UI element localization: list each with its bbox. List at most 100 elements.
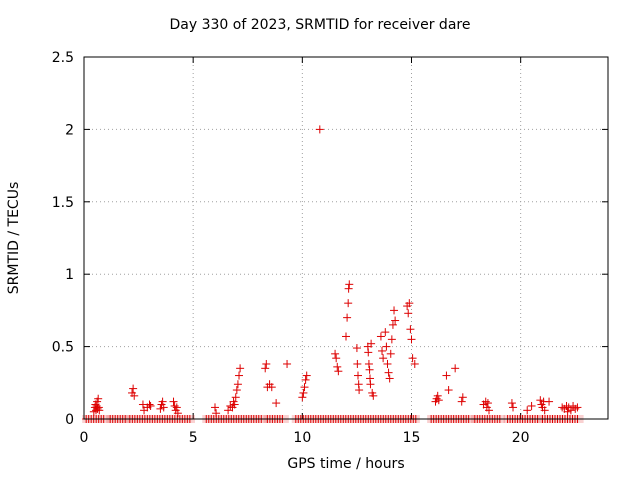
data-point (170, 401, 179, 410)
data-point (364, 359, 373, 368)
data-point (169, 397, 178, 406)
data-point (391, 316, 400, 325)
data-point (345, 280, 354, 289)
data-point (385, 374, 394, 383)
x-tick-label: 15 (403, 430, 421, 446)
y-tick-label: 1 (65, 267, 74, 283)
data-point (145, 400, 154, 409)
data-point (344, 284, 353, 293)
data-point (509, 403, 518, 412)
data-point (156, 404, 165, 413)
data-point (283, 359, 292, 368)
data-point (299, 388, 308, 397)
data-point (298, 393, 307, 402)
data-point (382, 342, 391, 351)
data-point (272, 399, 281, 408)
data-point (261, 364, 270, 373)
data-point (434, 396, 443, 405)
data-point (301, 375, 310, 384)
data-point (333, 362, 342, 371)
y-tick-label: 2.5 (52, 50, 74, 66)
data-point (224, 406, 233, 415)
data-point (159, 403, 168, 412)
data-point (444, 386, 453, 395)
data-point (523, 406, 532, 415)
data-point (262, 359, 271, 368)
data-point (94, 394, 103, 403)
data-point (573, 403, 582, 412)
data-point (355, 386, 364, 395)
data-point (352, 344, 361, 353)
data-point (566, 406, 575, 415)
data-point (433, 391, 442, 400)
y-tick-label: 0 (65, 412, 74, 428)
x-tick-label: 0 (80, 430, 89, 446)
data-point (365, 365, 374, 374)
data-point (384, 368, 393, 377)
data-point (378, 346, 387, 355)
data-point (410, 359, 419, 368)
data-point (344, 299, 353, 308)
data-point (235, 371, 244, 380)
data-point (367, 339, 376, 348)
data-point (386, 349, 395, 358)
data-point (231, 393, 240, 402)
data-point (95, 406, 104, 415)
data-point (130, 391, 139, 400)
data-point (158, 397, 167, 406)
data-point (172, 403, 181, 412)
data-point (354, 371, 363, 380)
y-tick-label: 2 (65, 122, 74, 138)
data-point (458, 393, 467, 402)
axis-ticks: 0 0.5 1 1.5 2 2.5 0 5 10 15 20 (52, 50, 608, 446)
data-point (146, 401, 155, 410)
plot-frame (83, 56, 609, 420)
x-tick-label: 5 (189, 430, 198, 446)
data-point (451, 364, 460, 373)
chart-title: Day 330 of 2023, SRMTID for receiver dar… (169, 17, 471, 33)
data-point (563, 407, 572, 416)
data-point (406, 325, 415, 334)
y-tick-label: 0.5 (52, 340, 74, 356)
data-point (408, 354, 417, 363)
data-point (366, 380, 375, 389)
data-point (545, 397, 554, 406)
data-point (353, 359, 362, 368)
data-point (387, 335, 396, 344)
x-tick-label: 10 (293, 430, 311, 446)
data-point (267, 383, 276, 392)
data-point (483, 399, 492, 408)
y-tick-label: 1.5 (52, 195, 74, 211)
data-point (332, 354, 341, 363)
data-point (388, 320, 397, 329)
data-point (300, 383, 309, 392)
data-point (129, 384, 138, 393)
data-point (315, 125, 324, 134)
data-point (173, 409, 182, 418)
data-point (383, 359, 392, 368)
data-point (334, 367, 343, 376)
data-point (230, 400, 239, 409)
grid-lines (84, 57, 608, 419)
data-point (302, 371, 311, 380)
data-point (540, 406, 549, 415)
data-point (442, 371, 451, 380)
x-axis-label: GPS time / hours (287, 456, 405, 472)
data-point (485, 406, 494, 415)
data-point (405, 299, 414, 308)
data-point (379, 354, 388, 363)
data-point (212, 409, 221, 418)
data-point (404, 309, 413, 318)
data-point (233, 380, 242, 389)
data-point (457, 397, 466, 406)
data-point (376, 332, 385, 341)
data-point (232, 386, 241, 395)
data-point (390, 306, 399, 315)
data-point (331, 349, 340, 358)
data-point (527, 401, 536, 410)
x-tick-label: 20 (512, 430, 530, 446)
data-point (342, 332, 350, 341)
data-point (507, 399, 516, 408)
data-point (536, 396, 545, 405)
